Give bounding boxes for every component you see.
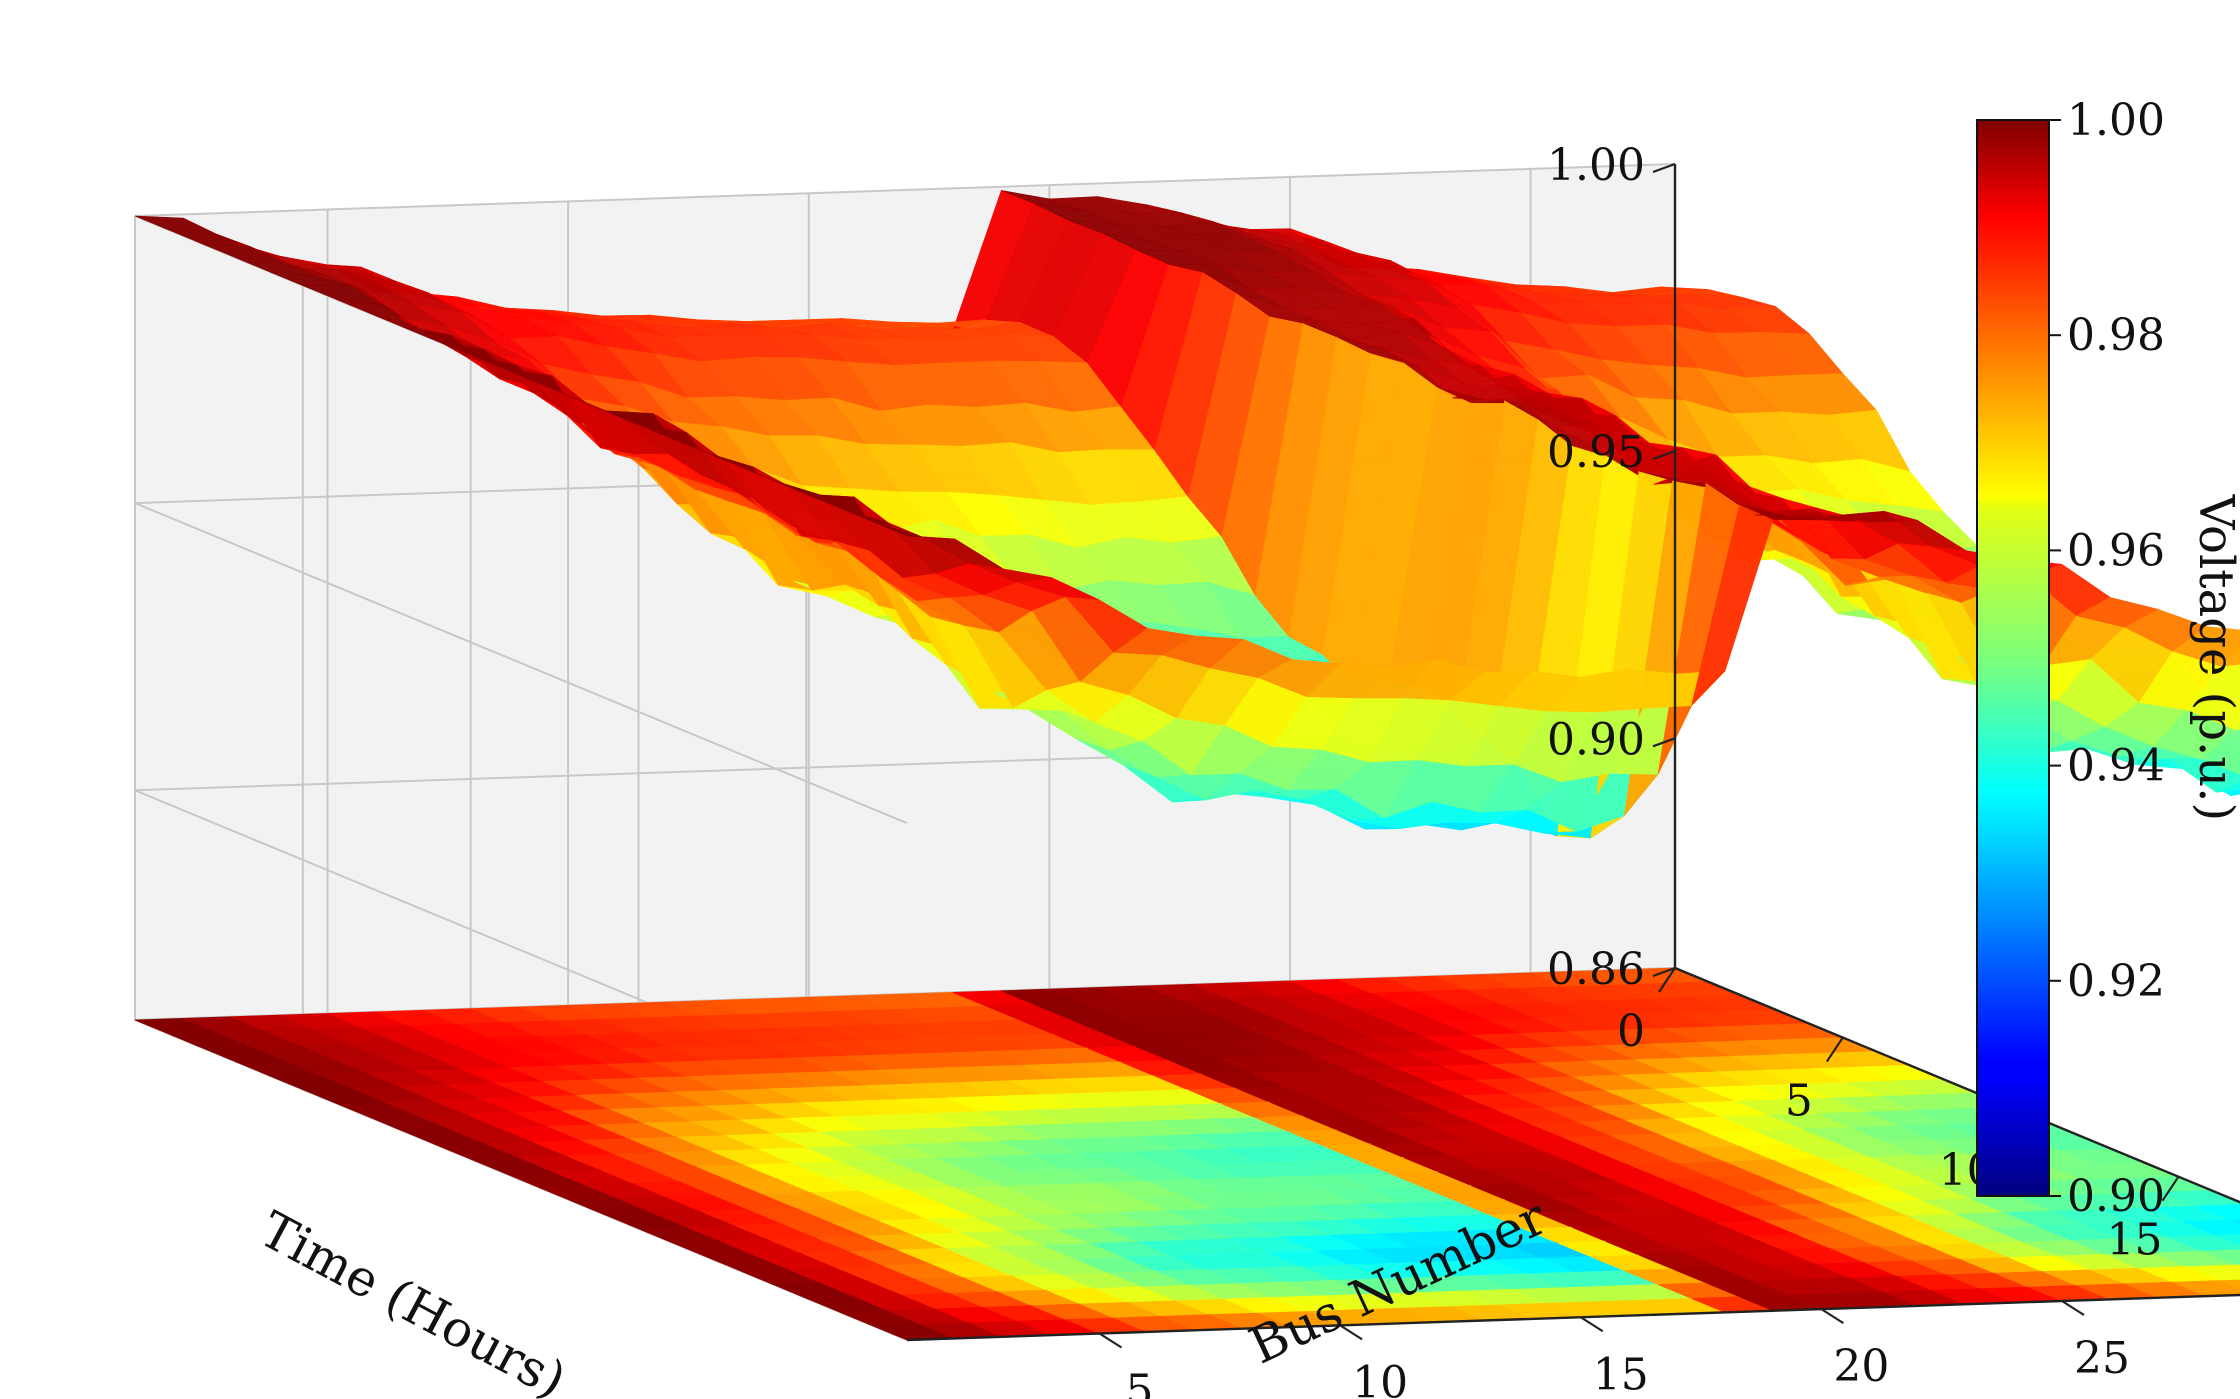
z-tick-label: 1.00 (1547, 140, 1645, 191)
colorbar-ticks: 0.90 0.92 0.94 0.96 0.98 1.00 (2049, 95, 2165, 1222)
floor-cell (2216, 1234, 2240, 1246)
surface-cell (2167, 758, 2240, 793)
floor-cell (2168, 1235, 2240, 1252)
floor-cell (2235, 1264, 2240, 1268)
surface-cell (2234, 719, 2240, 731)
x-tick (1658, 967, 1676, 993)
floor-contour (134, 967, 2240, 1341)
colorbar-title: Voltage (p.u.) (2188, 494, 2240, 821)
z-tick (1652, 966, 1676, 978)
z-tick-label: 0.86 (1547, 944, 1645, 995)
colorbar-tick-label: 0.96 (2067, 525, 2165, 576)
z-tick (1652, 450, 1676, 461)
y-tick (1820, 1308, 1844, 1325)
x-axis-line (1674, 966, 2240, 1204)
y-tick-label: 10 (1352, 1357, 1408, 1399)
z-tick-label: 0.95 (1547, 427, 1645, 478)
floor-cell (2182, 1219, 2240, 1237)
surface-cell (2220, 645, 2240, 667)
y-tick (1098, 1332, 1123, 1349)
colorbar-tick-label: 0.94 (2067, 741, 2165, 792)
y-tick-label: 25 (2074, 1333, 2130, 1384)
floor-cell (2220, 1279, 2240, 1289)
surface-cell (2172, 626, 2240, 667)
floor-cell (2187, 1264, 2240, 1282)
x-tick (2161, 1176, 2180, 1202)
y-axis-line (906, 1293, 2240, 1342)
y-tick (2061, 1300, 2085, 1316)
y-tick (1339, 1324, 1363, 1341)
floor-cell (2230, 1219, 2240, 1225)
colorbar-tick-label: 1.00 (2067, 95, 2165, 146)
x-axis-label: Time (Hours) (251, 1200, 576, 1399)
z-tick (1652, 737, 1676, 748)
x-tick-label: 5 (1785, 1076, 1813, 1127)
colorbar-tick-label: 0.98 (2067, 310, 2165, 361)
surface-cell (2201, 729, 2240, 775)
y-tick-label: 15 (1593, 1349, 1649, 1399)
z-tick (1652, 162, 1676, 174)
x-tick-label: 0 (1617, 1006, 1645, 1057)
axes-lines (906, 164, 2240, 1342)
colorbar-tick-label: 0.90 (2067, 1171, 2165, 1222)
colorbar-gradient (1976, 119, 2050, 1197)
floor-cell (2172, 1280, 2240, 1297)
surface-cell (2186, 663, 2240, 731)
surface-cell (2230, 793, 2240, 796)
y-tick (1580, 1316, 1604, 1333)
colorbar-tick-label: 0.92 (2067, 956, 2165, 1007)
z-tick-label: 0.90 (1547, 714, 1645, 765)
floor-cell (2197, 1204, 2240, 1221)
colorbar: 0.90 0.92 0.94 0.96 0.98 1.00 Voltage (p.u.) (1976, 95, 2240, 1222)
y-tick-label: 5 (1126, 1366, 1154, 1399)
surface-cell (2216, 782, 2240, 793)
floor-cell (2201, 1249, 2240, 1266)
x-tick-label: 15 (2106, 1215, 2162, 1266)
y-tick-label: 20 (1833, 1341, 1889, 1392)
voltage-surface (134, 190, 2240, 839)
x-tick (1825, 1036, 1844, 1063)
